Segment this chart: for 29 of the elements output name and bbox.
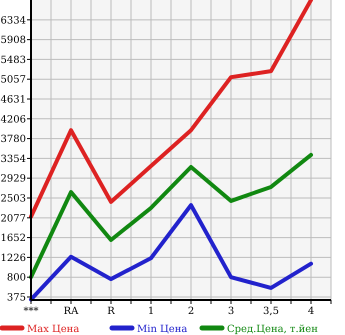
y-tick-label: 800 xyxy=(6,272,26,284)
y-tick-label: 2929 xyxy=(0,174,26,185)
legend-label: Сред.Цена, т.йен xyxy=(227,324,318,335)
line-series xyxy=(29,152,313,280)
x-tick-label: 2 xyxy=(188,306,194,317)
y-tick-label: 6334 xyxy=(0,15,26,26)
x-tick-label: 3,5 xyxy=(263,306,279,317)
y-tick-label: 4631 xyxy=(0,94,26,106)
x-tick-label: R xyxy=(107,306,116,317)
x-tick-label: 4 xyxy=(308,306,314,317)
legend-label: Max Цена xyxy=(27,324,80,335)
y-tick-label: 5908 xyxy=(0,35,26,46)
y-tick-label: 2503 xyxy=(0,194,26,204)
y-tick-label: 2077 xyxy=(0,213,26,224)
y-tick-label: 3354 xyxy=(0,154,26,165)
x-tick-label: 3 xyxy=(228,306,234,317)
y-tick-label: 5057 xyxy=(0,74,26,86)
y-tick-label: 375 xyxy=(6,292,26,304)
y-tick-label: 1652 xyxy=(0,233,26,244)
x-tick-label: *** xyxy=(24,306,38,317)
y-tick-label: 5483 xyxy=(0,54,26,66)
line-series xyxy=(29,203,313,302)
x-tick-label: RA xyxy=(64,306,80,317)
line-series xyxy=(29,0,313,219)
legend-label: Min Цена xyxy=(137,324,188,335)
y-tick-label: 3780 xyxy=(0,134,26,146)
x-tick-label: 1 xyxy=(148,306,154,317)
y-tick-label: 1226 xyxy=(0,252,26,264)
y-tick-label: 4206 xyxy=(0,114,26,126)
